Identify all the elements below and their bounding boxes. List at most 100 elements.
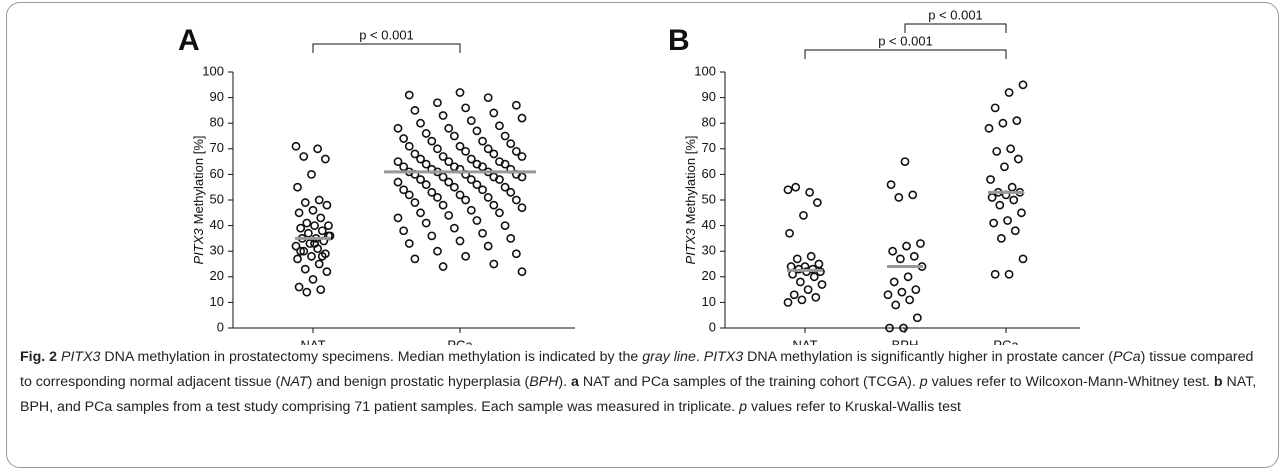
data-point — [444, 210, 454, 220]
data-point — [404, 190, 414, 200]
y-tick-label: 70 — [702, 140, 716, 155]
data-point — [1017, 208, 1026, 218]
data-point — [449, 223, 459, 233]
data-point — [314, 259, 324, 269]
data-point — [427, 136, 437, 146]
data-point — [393, 213, 403, 223]
y-tick-label: 20 — [210, 268, 224, 283]
caption-run: NAT — [280, 374, 308, 390]
data-point — [461, 195, 471, 205]
data-point — [433, 246, 442, 256]
data-point — [1007, 182, 1017, 192]
data-point — [785, 228, 794, 238]
data-point — [809, 272, 819, 282]
data-point — [987, 193, 997, 202]
caption-run: DNA methylation is significantly higher … — [743, 349, 1114, 365]
data-point — [495, 208, 504, 218]
data-point — [399, 162, 409, 172]
data-point — [466, 175, 476, 184]
data-point — [506, 233, 516, 243]
data-point — [421, 218, 431, 228]
data-point — [438, 200, 448, 210]
data-point — [293, 182, 302, 192]
caption-run: PITX3 — [703, 349, 744, 365]
data-point — [1010, 226, 1020, 236]
data-point — [1004, 269, 1014, 279]
caption-run: gray line — [642, 349, 696, 365]
data-point — [455, 141, 465, 151]
data-point — [322, 200, 332, 210]
data-point — [393, 157, 403, 166]
data-point — [410, 254, 420, 264]
significance-bracket — [312, 43, 461, 53]
data-point — [900, 157, 910, 166]
data-point — [320, 154, 330, 164]
data-point — [500, 182, 510, 192]
data-point — [899, 323, 908, 333]
data-point — [911, 285, 921, 294]
data-point — [517, 113, 527, 123]
data-point — [399, 226, 409, 236]
y-tick-label: 70 — [210, 140, 224, 155]
data-point — [912, 313, 922, 323]
data-point — [438, 172, 448, 182]
y-axis-label-text: Methylation [%] — [683, 136, 698, 225]
data-point — [478, 185, 487, 195]
data-point — [466, 205, 476, 215]
y-tick-label: 50 — [702, 191, 716, 206]
data-point — [444, 177, 454, 187]
data-point — [478, 136, 487, 146]
y-tick-label: 60 — [702, 166, 716, 181]
data-point — [444, 123, 454, 133]
caption-run: values refer to Kruskal-Wallis test — [747, 399, 961, 415]
data-point — [799, 210, 808, 220]
data-point — [783, 185, 793, 195]
data-point — [310, 239, 319, 248]
data-point — [416, 175, 425, 184]
significance-label: p < 0.001 — [359, 27, 414, 42]
data-point — [478, 162, 487, 172]
data-point — [998, 118, 1008, 128]
caption-run: ). — [558, 374, 571, 390]
data-point — [291, 241, 301, 251]
data-point — [416, 118, 425, 128]
y-tick-label: 80 — [210, 115, 224, 130]
data-point — [891, 300, 901, 310]
data-point — [438, 111, 448, 120]
caption: Fig. 2 PITX3 DNA methylation in prostate… — [20, 345, 1265, 420]
data-point — [989, 218, 999, 228]
x-tick-label: PCa — [447, 337, 473, 345]
y-tick-label: 0 — [709, 319, 716, 334]
y-tick-label: 40 — [210, 217, 224, 232]
data-point — [1012, 116, 1022, 126]
data-point — [517, 172, 527, 182]
data-point — [305, 239, 315, 248]
data-point — [500, 159, 510, 169]
data-point — [313, 144, 323, 154]
data-point — [792, 254, 802, 264]
data-point — [478, 228, 487, 238]
caption-run: a — [570, 374, 579, 390]
data-point — [506, 139, 516, 149]
x-tick-label: NAT — [300, 337, 325, 345]
x-tick-label: NAT — [792, 337, 817, 345]
data-point — [811, 292, 821, 302]
data-point — [299, 152, 309, 161]
data-point — [489, 259, 499, 269]
y-tick-label: 90 — [210, 89, 224, 104]
y-axis-label-text: Methylation [%] — [191, 136, 206, 225]
data-point — [461, 103, 471, 113]
data-point — [410, 149, 420, 159]
data-point — [511, 249, 521, 259]
data-point — [883, 290, 893, 300]
data-point — [511, 195, 521, 205]
data-point — [791, 182, 801, 192]
data-point — [500, 131, 510, 141]
significance-bracket — [904, 23, 1007, 33]
data-point — [885, 323, 894, 333]
data-point — [393, 123, 403, 133]
data-point — [316, 213, 326, 223]
data-point — [302, 218, 312, 228]
caption-run: p — [739, 399, 748, 415]
